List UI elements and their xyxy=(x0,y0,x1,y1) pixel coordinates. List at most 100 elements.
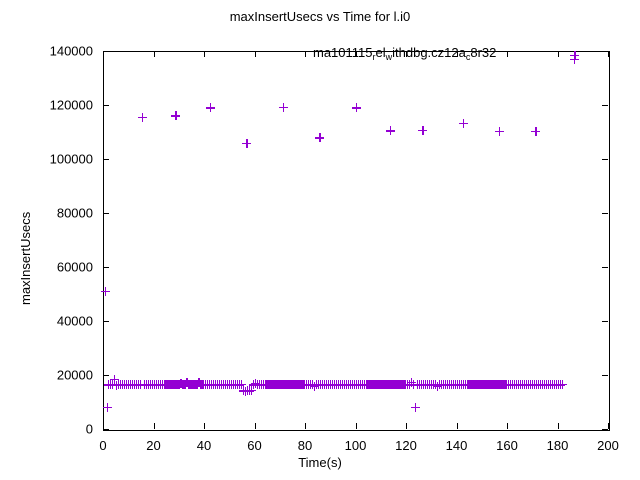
x-tick-mark xyxy=(103,423,104,429)
data-point xyxy=(236,379,246,389)
data-point xyxy=(529,380,539,390)
data-point xyxy=(390,379,400,389)
y-tick-label: 0 xyxy=(85,421,93,437)
y-tick-mark xyxy=(103,375,109,376)
x-tick-mark xyxy=(254,423,256,429)
data-point xyxy=(158,380,168,390)
data-point xyxy=(244,386,254,396)
data-point xyxy=(352,380,361,390)
data-point xyxy=(145,380,155,390)
data-point xyxy=(166,380,176,390)
data-point xyxy=(469,380,479,390)
data-point xyxy=(240,386,250,396)
data-point xyxy=(321,380,331,390)
data-point xyxy=(109,375,119,385)
data-point xyxy=(325,380,335,390)
data-point xyxy=(123,380,133,390)
data-point xyxy=(497,379,507,389)
y-tick-label: 20000 xyxy=(56,367,93,383)
data-point xyxy=(137,112,147,122)
x-tick-mark xyxy=(608,423,609,429)
data-point xyxy=(147,380,157,390)
data-point xyxy=(111,380,121,390)
data-point xyxy=(297,380,307,390)
data-point xyxy=(471,380,481,390)
y-tick-mark-right xyxy=(602,159,608,160)
data-point xyxy=(186,380,196,390)
data-point xyxy=(535,380,545,390)
data-point xyxy=(507,380,517,390)
data-point xyxy=(385,126,395,136)
data-point xyxy=(543,380,553,390)
data-point xyxy=(329,379,339,389)
data-point xyxy=(327,380,337,390)
data-point xyxy=(285,380,295,390)
data-point xyxy=(200,380,210,390)
data-point xyxy=(386,380,396,390)
data-point xyxy=(467,379,477,389)
data-point xyxy=(531,126,541,136)
x-tick-label: 0 xyxy=(99,438,107,453)
data-point xyxy=(133,380,143,390)
data-point xyxy=(392,380,402,390)
data-point xyxy=(154,380,164,390)
data-point xyxy=(459,380,469,390)
data-point xyxy=(418,379,428,389)
y-tick-mark xyxy=(103,159,109,160)
data-point xyxy=(168,380,178,390)
x-tick-mark-top xyxy=(456,51,458,57)
y-tick-mark-right xyxy=(602,429,608,430)
data-point xyxy=(131,380,141,390)
x-tick-mark-top xyxy=(608,51,609,57)
x-tick-label: 140 xyxy=(445,438,468,453)
y-tick-mark-right xyxy=(602,375,608,376)
data-point xyxy=(301,379,311,389)
x-tick-label: 120 xyxy=(395,438,417,453)
data-point xyxy=(430,379,440,389)
chart-title: maxInsertUsecs vs Time for l.i0 xyxy=(229,9,411,24)
data-point xyxy=(232,380,242,390)
data-point xyxy=(176,378,186,388)
data-point xyxy=(416,380,426,390)
data-point xyxy=(463,380,473,390)
data-point xyxy=(275,380,285,390)
y-tick-mark xyxy=(103,105,109,106)
data-point xyxy=(216,380,226,390)
data-point xyxy=(388,380,398,390)
data-point xyxy=(115,379,125,389)
data-point xyxy=(533,379,543,389)
data-point xyxy=(190,380,200,390)
data-point xyxy=(102,402,112,412)
data-point xyxy=(319,380,329,390)
data-point xyxy=(457,380,467,390)
data-point xyxy=(515,379,525,389)
plot-area xyxy=(100,50,609,430)
data-point xyxy=(204,380,214,390)
data-point xyxy=(135,380,145,390)
data-point xyxy=(523,380,533,390)
data-point xyxy=(218,380,228,390)
y-tick-mark-right xyxy=(602,105,608,106)
x-tick-mark-top xyxy=(355,51,357,57)
x-tick-mark-top xyxy=(254,51,256,57)
data-point xyxy=(100,286,110,296)
data-point xyxy=(366,379,376,389)
data-point xyxy=(295,379,305,389)
data-point xyxy=(188,380,198,390)
x-tick-label: 20 xyxy=(146,438,161,453)
data-point xyxy=(406,377,416,387)
data-point xyxy=(139,380,149,390)
data-point xyxy=(315,133,325,143)
data-point xyxy=(164,380,174,390)
data-point xyxy=(198,380,208,390)
data-point xyxy=(281,380,291,390)
data-point xyxy=(434,380,444,390)
data-point xyxy=(402,379,412,389)
data-point xyxy=(428,380,438,390)
x-tick-mark-top xyxy=(406,51,407,57)
data-point xyxy=(384,379,394,389)
x-tick-mark-top xyxy=(204,51,205,57)
data-point xyxy=(305,380,315,390)
data-point xyxy=(317,379,327,389)
data-point xyxy=(345,380,355,390)
